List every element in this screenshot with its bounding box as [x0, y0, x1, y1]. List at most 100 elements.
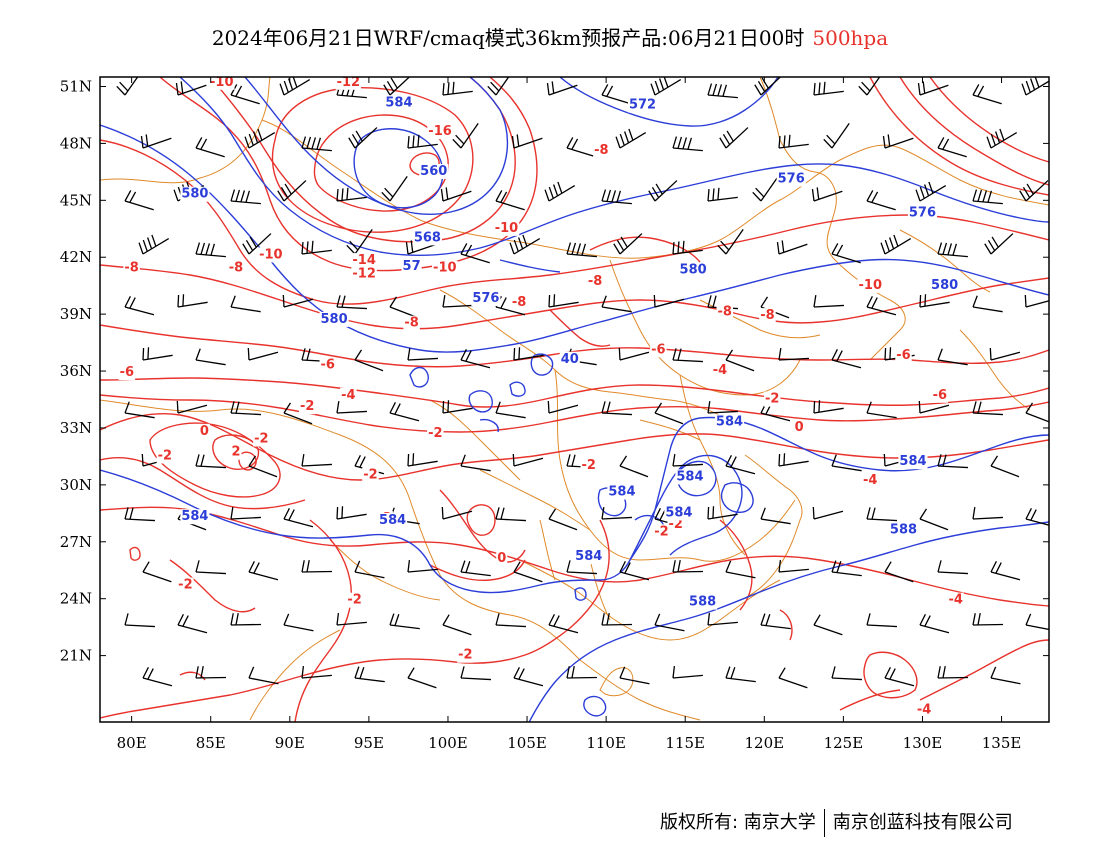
wind-barb: [283, 402, 313, 425]
height-contours: [100, 77, 1049, 722]
credit-right: 南京创蓝科技有限公司: [832, 812, 1013, 833]
lat-tick-label: 21N: [60, 647, 92, 665]
wind-barb: [336, 613, 367, 626]
wind-barb: [566, 137, 596, 158]
temperature-contour-label-bg: [763, 391, 781, 407]
wind-barb: [866, 190, 896, 211]
height-contour-label: 572: [629, 98, 656, 113]
temperature-contour-label: -4: [341, 388, 355, 403]
temperature-contour-label-bg: [793, 420, 805, 436]
wind-barb: [177, 294, 208, 308]
wind-barb: [880, 234, 912, 255]
temperature-contour-label: -8: [512, 295, 526, 310]
temperature-contour-label: -16: [428, 124, 452, 139]
temperature-contour-label: -6: [120, 365, 134, 380]
wind-barb: [124, 507, 155, 522]
wind-barb: [544, 181, 576, 202]
wind-barb: [566, 666, 598, 679]
height-contour-label-bg: [180, 509, 210, 525]
temperature-contour-label: -2: [458, 648, 472, 663]
wind-barb: [283, 613, 314, 632]
wind-barb: [283, 507, 314, 528]
temperature-contour-label: -8: [588, 274, 602, 289]
height-contour-label: 576: [909, 206, 936, 221]
wind-barb: [654, 402, 684, 425]
height-contour-label: 584: [716, 414, 743, 429]
wind-barb: [778, 667, 808, 689]
temperature-contour-label-bg: [759, 308, 776, 324]
temperature-contour-label-bg: [667, 516, 684, 532]
wind-barb: [460, 666, 491, 681]
wind-barb: [601, 84, 631, 105]
temperature-contour-label: -6: [321, 357, 335, 372]
lon-tick-label: 125E: [824, 734, 864, 752]
credit-left: 版权所有: 南京大学: [660, 812, 816, 833]
height-contour-label: 584: [379, 513, 406, 528]
temperature-contour-label: -8: [404, 316, 418, 331]
wind-barb: [778, 134, 809, 149]
temperature-contour-label-bg: [230, 444, 242, 460]
lon-tick-label: 100E: [428, 734, 468, 752]
wind-barb: [937, 137, 967, 158]
wind-barb: [460, 454, 491, 472]
wind-barb: [279, 77, 311, 96]
wind-barb: [405, 240, 437, 255]
wind-barb: [452, 123, 479, 149]
wind-barb: [116, 77, 139, 96]
wind-barb: [884, 561, 914, 583]
wind-barb: [672, 240, 703, 255]
temperature-contour-label-bg: [496, 550, 508, 566]
temperature-contour-label-bg: [427, 425, 444, 441]
temperature-contour-label-bg: [156, 448, 174, 464]
temperature-contour-label: -2: [254, 431, 268, 446]
temperature-contour-label: 0: [200, 424, 209, 439]
wind-barb: [1021, 77, 1049, 96]
height-contour-label-bg: [714, 414, 745, 430]
height-contour-label: 584: [385, 96, 412, 111]
temperature-contour-label-bg: [931, 387, 949, 403]
wind-barb: [918, 400, 950, 414]
wind-barb: [972, 84, 1002, 105]
wind-barb: [601, 189, 632, 205]
height-contour-label-bg: [319, 311, 349, 327]
wind-barb: [354, 349, 384, 372]
wind-barb: [972, 189, 1003, 205]
lat-tick-label: 42N: [60, 248, 92, 266]
wind-barb: [230, 189, 261, 205]
wind-barb: [277, 180, 307, 202]
temperature-contour-label: -8: [594, 143, 608, 158]
lon-tick-label: 105E: [507, 734, 547, 752]
plot-frame: [99, 76, 1050, 723]
wind-barb: [407, 134, 438, 149]
wind-barb: [672, 560, 704, 573]
temperature-contour-label-bg: [209, 77, 235, 90]
wind-barb: [407, 453, 438, 467]
wind-barb: [282, 294, 314, 308]
wind-barb: [1025, 613, 1049, 631]
wind-barb: [440, 187, 472, 202]
wind-barb: [142, 347, 173, 361]
temperature-contour-label-bg: [457, 647, 474, 663]
wind-barb: [301, 136, 332, 152]
temperature-contour-label-bg: [403, 315, 420, 331]
wind-barb: [566, 560, 597, 575]
temperature-contour-label: -2: [654, 524, 668, 539]
wind-barb: [831, 348, 862, 369]
lon-tick-label: 85E: [196, 734, 226, 752]
wind-barb: [301, 666, 332, 679]
wind-barb: [986, 128, 1018, 149]
height-contour-label: 588: [890, 523, 917, 538]
lat-tick-label: 30N: [60, 476, 92, 494]
wind-barb: [672, 454, 703, 467]
wind-barb: [124, 190, 154, 211]
temperature-contour-label: 0: [497, 551, 506, 566]
height-contour-label-bg: [180, 186, 210, 202]
wind-barb: [346, 229, 373, 255]
wind-barb: [707, 187, 738, 202]
wind-barb: [248, 455, 278, 478]
temperature-contour-label-bg: [711, 363, 729, 379]
wind-barb: [707, 83, 738, 99]
wind-barb: [619, 666, 650, 685]
wind-barb: [831, 560, 862, 577]
wind-barb: [725, 349, 755, 372]
